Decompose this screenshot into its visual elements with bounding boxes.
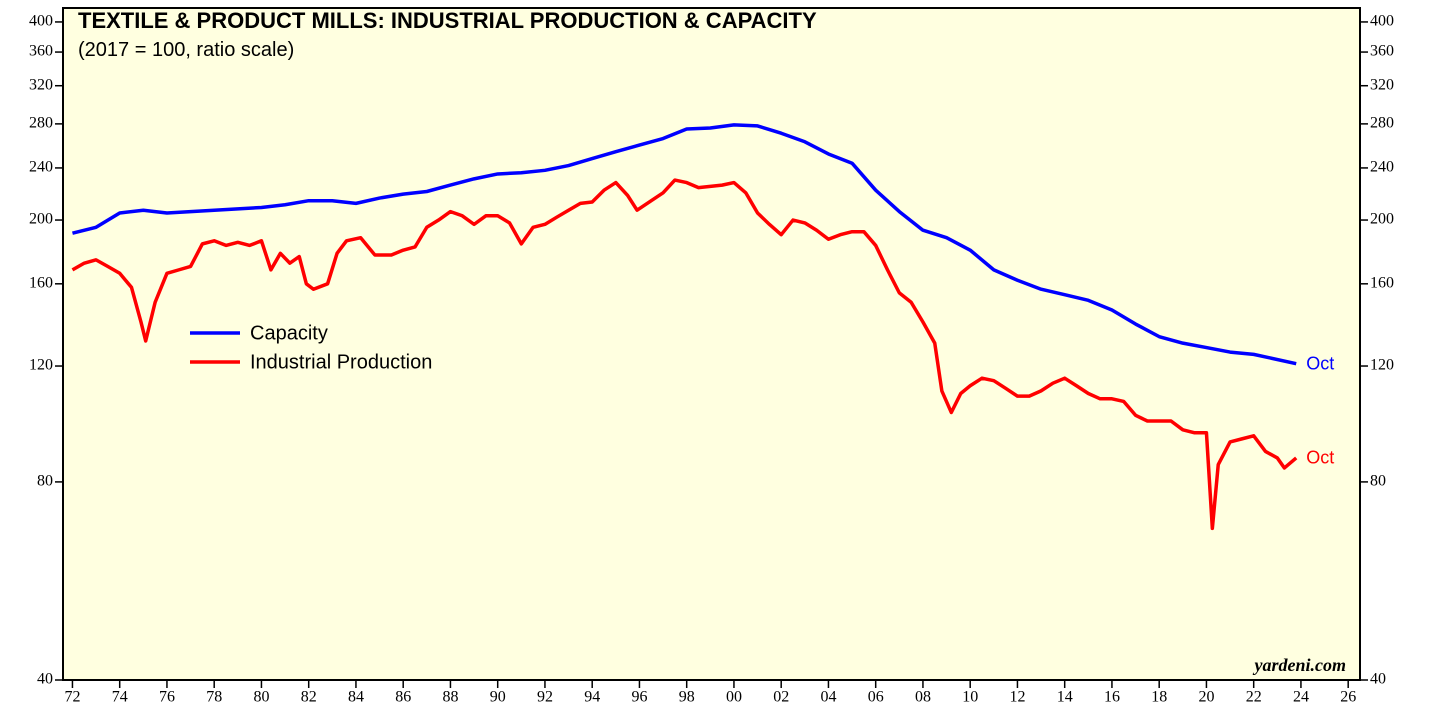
x-tick-label: 02 bbox=[773, 689, 789, 706]
x-tick-label: 06 bbox=[868, 689, 884, 706]
source: yardeni.com bbox=[1253, 655, 1347, 675]
x-tick-label: 94 bbox=[584, 689, 600, 706]
y-tick-label: 280 bbox=[29, 115, 53, 132]
chart-subtitle: (2017 = 100, ratio scale) bbox=[78, 39, 294, 61]
x-tick-label: 08 bbox=[915, 689, 931, 706]
x-tick-label: 04 bbox=[820, 689, 836, 706]
x-tick-label: 80 bbox=[253, 689, 269, 706]
y2-tick-label: 160 bbox=[1370, 274, 1394, 291]
x-tick-label: 16 bbox=[1104, 689, 1120, 706]
y2-tick-label: 360 bbox=[1370, 43, 1394, 60]
y-tick-label: 120 bbox=[29, 357, 53, 374]
y2-tick-label: 80 bbox=[1370, 473, 1386, 490]
x-tick-label: 12 bbox=[1009, 689, 1025, 706]
series-line bbox=[71, 178, 1298, 531]
y2-tick-label: 240 bbox=[1370, 159, 1394, 176]
x-tick-label: 82 bbox=[301, 689, 317, 706]
x-tick-label: 18 bbox=[1151, 689, 1167, 706]
legend-label: Capacity bbox=[250, 322, 328, 344]
end-label: Oct bbox=[1306, 353, 1334, 373]
end-label: Oct bbox=[1306, 448, 1334, 468]
x-tick-label: 86 bbox=[395, 689, 411, 706]
y2-tick-label: 320 bbox=[1370, 76, 1394, 93]
x-tick-label: 88 bbox=[442, 689, 458, 706]
x-tick-label: 14 bbox=[1057, 689, 1073, 706]
x-tick-label: 24 bbox=[1293, 689, 1309, 706]
y-tick-label: 320 bbox=[29, 76, 53, 93]
y-tick-label: 80 bbox=[37, 473, 53, 490]
x-tick-label: 74 bbox=[112, 689, 128, 706]
x-tick-label: 92 bbox=[537, 689, 553, 706]
x-tick-label: 96 bbox=[631, 689, 647, 706]
y2-tick-label: 120 bbox=[1370, 357, 1394, 374]
plot-area bbox=[62, 7, 1361, 681]
x-tick-label: 84 bbox=[348, 689, 364, 706]
y-tick-label: 200 bbox=[29, 211, 53, 228]
y-tick-label: 240 bbox=[29, 159, 53, 176]
x-tick-label: 72 bbox=[64, 689, 80, 706]
y-tick-label: 40 bbox=[37, 671, 53, 688]
data: Oct Oct Capacity Industrial Production bbox=[71, 123, 1334, 531]
y2-tick-label: 200 bbox=[1370, 211, 1394, 228]
x-tick-label: 98 bbox=[679, 689, 695, 706]
y-tick-label: 360 bbox=[29, 43, 53, 60]
x-tick-label: 76 bbox=[159, 689, 175, 706]
y-tick-label: 400 bbox=[29, 13, 53, 30]
x-tick-label: 26 bbox=[1340, 689, 1356, 706]
x-tick-label: 22 bbox=[1246, 689, 1262, 706]
y2-tick-label: 400 bbox=[1370, 13, 1394, 30]
y2-tick-label: 40 bbox=[1370, 671, 1386, 688]
y-tick-label: 160 bbox=[29, 274, 53, 291]
x-tick-label: 90 bbox=[490, 689, 506, 706]
x-tick-label: 00 bbox=[726, 689, 742, 706]
x-tick-label: 10 bbox=[962, 689, 978, 706]
y2-tick-label: 280 bbox=[1370, 115, 1394, 132]
chart-title: TEXTILE & PRODUCT MILLS: INDUSTRIAL PROD… bbox=[78, 8, 817, 33]
legend-label: Industrial Production bbox=[250, 351, 432, 373]
x-tick-label: 78 bbox=[206, 689, 222, 706]
series-line bbox=[72, 123, 1297, 366]
x-tick-label: 20 bbox=[1198, 689, 1214, 706]
